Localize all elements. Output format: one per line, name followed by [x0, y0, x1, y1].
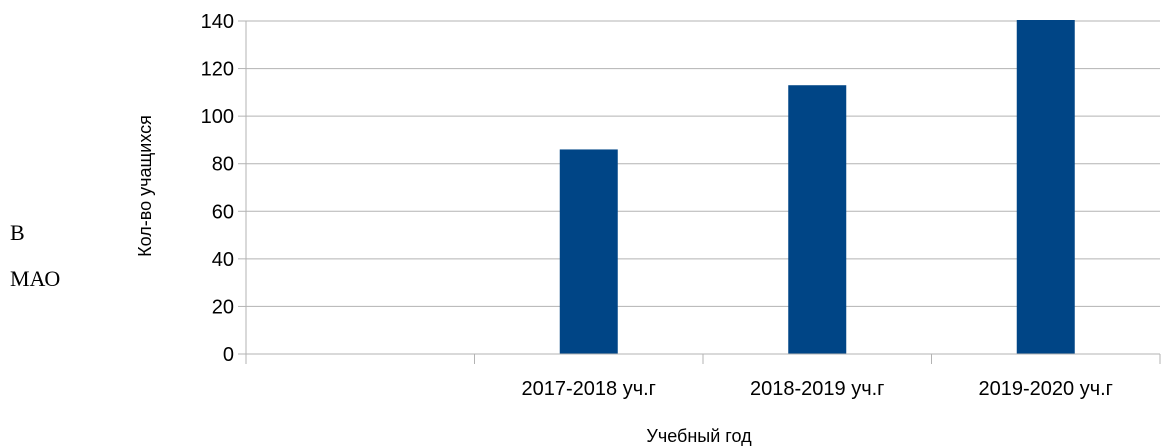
y-tick-label: 120	[201, 59, 234, 81]
y-axis-title: Кол-во учащихся	[135, 115, 155, 257]
x-axis-title: Учебный год	[646, 426, 752, 446]
y-tick-labels: 0 20 40 60 80 100 120 140	[201, 11, 234, 366]
y-tick-label: 0	[223, 344, 234, 366]
bar	[1016, 20, 1075, 354]
y-tick-label: 100	[201, 106, 234, 128]
y-tick-label: 60	[212, 201, 234, 223]
x-tick-label: 2017-2018 уч.г	[522, 378, 656, 400]
x-tick-label: 2018-2019 уч.г	[750, 378, 884, 400]
bar	[559, 149, 618, 354]
x-tick-label: 2019-2020 уч.г	[979, 378, 1113, 400]
x-tick-labels: 2017-2018 уч.г 2018-2019 уч.г 2019-2020 уч…	[522, 378, 1113, 400]
bars	[559, 20, 1075, 354]
side-text-line2: МАО	[10, 266, 61, 291]
y-tick-label: 40	[212, 249, 234, 271]
y-tick-label: 140	[201, 11, 234, 33]
bar	[788, 85, 847, 354]
side-text-line1: В	[10, 220, 25, 245]
y-tick-label: 20	[212, 296, 234, 318]
y-tick-label: 80	[212, 154, 234, 176]
axes	[238, 20, 1161, 364]
